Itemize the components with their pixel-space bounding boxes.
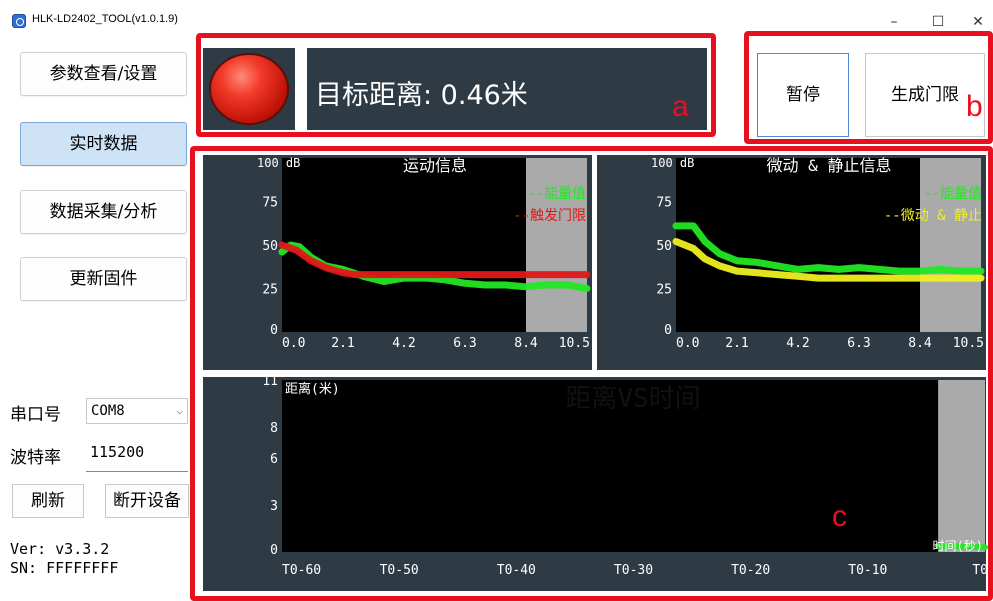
port-value: COM8 <box>91 403 125 419</box>
chart-title-1: 微动 & 静止信息 <box>767 156 892 175</box>
chart-0-x-tick-2: 4.2 <box>392 336 415 351</box>
chart-1-y-tick-1: 25 <box>656 283 672 298</box>
chart-shaded-region-1 <box>920 158 981 332</box>
chart-shaded-region-2 <box>938 380 985 552</box>
chart-2-x-tick-1: T0-50 <box>380 563 419 578</box>
annotation-label-a: a <box>672 90 689 123</box>
chart-1-y-tick-0: 0 <box>664 323 672 338</box>
chart-1-x-tick-1: 2.1 <box>725 336 748 351</box>
baud-input[interactable]: 115200 <box>86 438 188 472</box>
chart-2-y-tick-1: 3 <box>270 499 278 514</box>
annotation-label-b: b <box>966 90 983 123</box>
annotation-box-a <box>196 33 716 137</box>
annotation-box-c <box>190 146 993 601</box>
refresh-button[interactable]: 刷新 <box>12 484 84 518</box>
window-title: HLK-LD2402_TOOL(v1.0.1.9) <box>32 13 178 25</box>
minimize-button[interactable]: – <box>890 14 898 30</box>
indicator-panel <box>203 48 295 130</box>
port-label: 串口号 <box>10 405 61 425</box>
chart-0-legend-0: --能量值 <box>527 186 586 202</box>
chart-y-unit-1: 100 dB <box>651 156 694 170</box>
generate-threshold-button[interactable]: 生成门限 <box>865 53 985 137</box>
chart-1-y-tick-3: 75 <box>656 196 672 211</box>
chart-0-y-tick-1: 25 <box>262 283 278 298</box>
chart-shaded-region-0 <box>526 158 587 332</box>
update-firmware-button[interactable]: 更新固件 <box>20 257 187 301</box>
chart-0-y-tick-3: 75 <box>262 196 278 211</box>
chart-0-y-tick-2: 50 <box>262 239 278 254</box>
chart-2-y-tick-0: 0 <box>270 543 278 558</box>
version-text: Ver: v3.3.2 <box>10 540 110 558</box>
data-collect-button[interactable]: 数据采集/分析 <box>20 190 187 234</box>
chart-2-x-tick-6: T0 <box>972 563 988 578</box>
realtime-data-button[interactable]: 实时数据 <box>20 122 187 166</box>
chart-1-legend-1: --微动 & 静止 <box>884 208 982 224</box>
chart-0-y-tick-0: 0 <box>270 323 278 338</box>
chart-1-x-tick-4: 8.4 <box>908 336 932 351</box>
port-select[interactable]: COM8 ⌵ <box>86 398 188 424</box>
chart-1-legend-0: --能量值 <box>923 186 982 202</box>
chart-2-y-tick-2: 6 <box>270 452 278 467</box>
annotation-box-b <box>744 31 993 144</box>
chart-1-x-tick-0: 0.0 <box>676 336 699 351</box>
target-distance-text: 目标距离: 0.46米 <box>315 80 528 111</box>
chart-2-y-tick-4: 11 <box>262 374 278 389</box>
pause-button[interactable]: 暂停 <box>757 53 849 137</box>
chart-2-y-tick-3: 8 <box>270 421 278 436</box>
serial-number-text: SN: FFFFFFFF <box>10 559 119 577</box>
chart-0-x-tick-1: 2.1 <box>331 336 354 351</box>
baud-label: 波特率 <box>10 448 61 468</box>
close-button[interactable]: ✕ <box>972 14 984 30</box>
chart-title-2: 距离VS时间 <box>565 384 700 414</box>
chart-2-x-tick-0: T0-60 <box>282 563 321 578</box>
chart-0-x-tick-4: 8.4 <box>514 336 538 351</box>
chart-2-series-line-0 <box>935 542 988 551</box>
chart-2-x-tick-5: T0-10 <box>848 563 887 578</box>
chart-2-x-tick-2: T0-40 <box>497 563 536 578</box>
chart-y-label-2: 距离(米) <box>285 381 340 397</box>
annotation-label-c: c <box>832 500 847 533</box>
chart-2-x-tick-4: T0-20 <box>731 563 770 578</box>
chart-0-x-tick-5: 10.5 <box>559 336 590 351</box>
chart-1-series-line-1 <box>672 238 985 282</box>
distance-panel: 目标距离: 0.46米 <box>307 48 707 130</box>
chart-0-x-tick-3: 6.3 <box>453 336 476 351</box>
chart-0-legend-1: --触发门限 <box>513 208 586 224</box>
chart-y-unit-0: 100 dB <box>257 156 300 170</box>
param-settings-button[interactable]: 参数查看/设置 <box>20 52 187 96</box>
status-indicator-light <box>209 53 289 125</box>
chart-title-0: 运动信息 <box>403 156 467 175</box>
disconnect-button[interactable]: 断开设备 <box>105 484 189 518</box>
chart-1-x-tick-5: 10.5 <box>953 336 984 351</box>
chart-plot-area-2 <box>282 380 985 552</box>
chevron-down-icon: ⌵ <box>176 404 183 417</box>
chart-1-y-tick-2: 50 <box>656 239 672 254</box>
chart-1-x-tick-3: 6.3 <box>847 336 870 351</box>
chart-1-series-line-0 <box>672 222 985 275</box>
chart-0-series-line-1 <box>278 241 591 279</box>
app-icon <box>12 14 26 28</box>
maximize-button[interactable]: ☐ <box>931 14 945 30</box>
chart-0-x-tick-0: 0.0 <box>282 336 305 351</box>
chart-1-x-tick-2: 4.2 <box>786 336 809 351</box>
chart-2-x-tick-3: T0-30 <box>614 563 653 578</box>
chart-x-label-2: 时间(秒) <box>933 539 983 553</box>
